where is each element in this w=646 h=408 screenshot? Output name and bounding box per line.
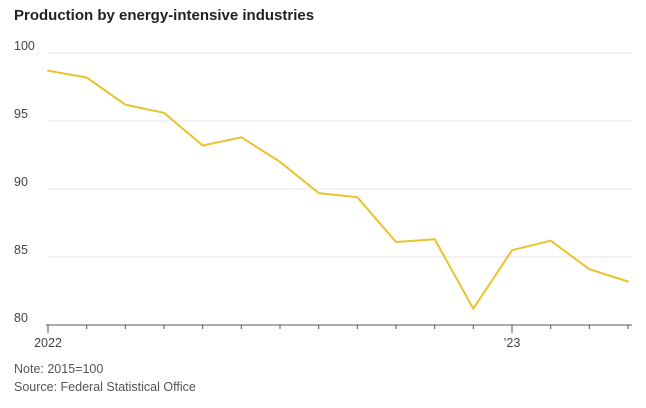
y-tick-label: 85: [14, 243, 28, 257]
y-tick-label: 95: [14, 107, 28, 121]
y-tick-label: 100: [14, 39, 35, 53]
series-line: [47, 69, 629, 310]
y-tick-label: 90: [14, 175, 28, 189]
x-tick-label: 2022: [34, 336, 62, 350]
x-tick-label: ’23: [504, 336, 521, 350]
chart-source: Source: Federal Statistical Office: [14, 380, 196, 394]
y-tick-label: 80: [14, 311, 28, 325]
line-chart: 80 85 90 95 100 2022 ’23: [14, 39, 632, 350]
chart-title: Production by energy-intensive industrie…: [14, 7, 315, 24]
chart-note: Note: 2015=100: [14, 362, 104, 376]
